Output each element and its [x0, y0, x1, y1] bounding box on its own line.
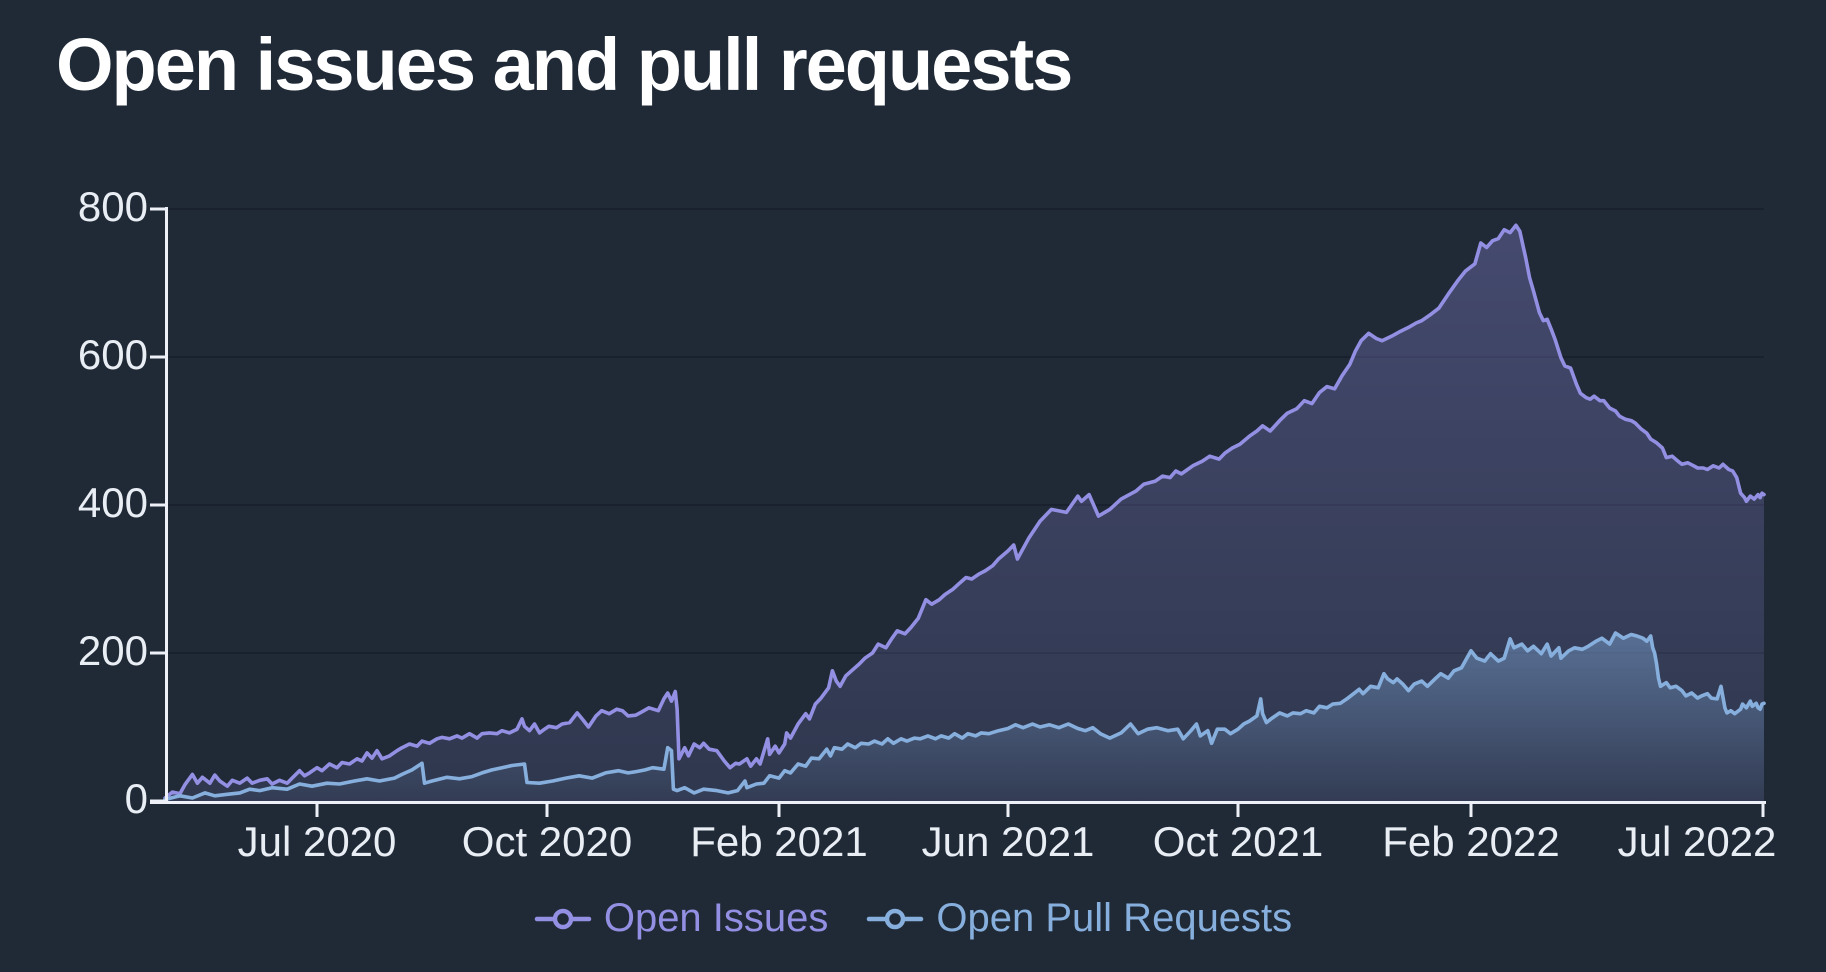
open-issues-area	[165, 225, 1764, 802]
open-issues-legend-marker-icon	[534, 908, 592, 929]
y-tick-label: 200	[77, 627, 148, 675]
x-tick-label: Feb 2022	[1382, 818, 1560, 865]
legend-item-open-issues[interactable]: Open Issues	[534, 896, 829, 941]
x-tick-label: Jun 2021	[921, 818, 1095, 865]
chart-title: Open issues and pull requests	[56, 23, 1073, 106]
y-tick-label: 600	[77, 331, 148, 379]
legend: Open Issues Open Pull Requests	[0, 896, 1826, 941]
open-pull-requests-legend-marker-icon	[867, 908, 924, 929]
x-tick-label: Oct 2021	[1152, 818, 1324, 865]
axes	[150, 207, 1766, 817]
legend-label: Open Issues	[603, 896, 829, 940]
open-issues-line	[163, 223, 1766, 800]
y-tick-label: 400	[77, 479, 148, 527]
open-pull-requests-area	[165, 633, 1764, 801]
x-tick-label: Jul 2022	[1617, 818, 1777, 865]
legend-item-open-pull-requests[interactable]: Open Pull Requests	[866, 896, 1292, 941]
y-tick-label: 800	[77, 183, 148, 231]
x-tick-label: Jul 2020	[237, 818, 397, 865]
open-pull-requests-line	[163, 631, 1766, 802]
x-tick-label: Oct 2020	[461, 818, 633, 865]
y-tick-label: 0	[124, 775, 148, 823]
legend-label: Open Pull Requests	[936, 896, 1293, 940]
x-tick-label: Feb 2021	[690, 818, 868, 865]
